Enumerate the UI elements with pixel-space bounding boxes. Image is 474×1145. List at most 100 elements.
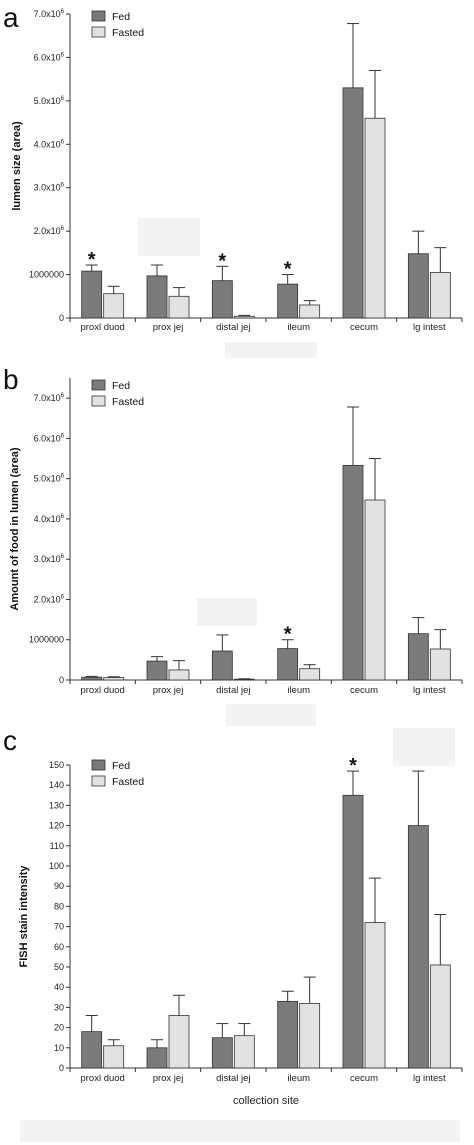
bar-fasted xyxy=(429,648,451,681)
legend-swatch-fasted xyxy=(91,775,106,787)
bar-fasted xyxy=(429,964,451,1069)
legend-label-fasted: Fasted xyxy=(112,776,144,788)
y-tick-label: 6.0x106 xyxy=(34,433,65,443)
bar-fed xyxy=(277,283,299,319)
bar-fed xyxy=(407,825,429,1069)
y-axis-label: FISH stain intensity xyxy=(18,865,30,968)
bar-fasted xyxy=(364,922,386,1069)
background-smudge xyxy=(138,218,200,256)
chart-panel-a: 0 1000000 2.0x106 3.0x106 4.0x106 5.0x106 6.0x… xyxy=(11,9,463,333)
x-tick-label: lg intest xyxy=(413,1073,446,1084)
y-tick-label: 7.0x106 xyxy=(34,9,65,19)
y-tick-label: 30 xyxy=(54,1002,64,1012)
bar-fasted xyxy=(429,271,451,319)
x-tick-label: distal jej xyxy=(216,322,250,333)
y-tick-label: 1000000 xyxy=(29,635,64,645)
y-tick-label: 0 xyxy=(59,675,64,685)
bar-fed xyxy=(211,650,233,681)
y-tick-label: 1000000 xyxy=(29,270,64,280)
bar-fed xyxy=(342,794,364,1069)
y-tick-label: 4.0x106 xyxy=(34,514,65,524)
legend-label-fasted: Fasted xyxy=(112,396,144,408)
x-tick-label: ileum xyxy=(287,1073,310,1084)
significance-star: * xyxy=(218,250,226,272)
y-tick-label: 2.0x106 xyxy=(34,594,65,604)
bar-fasted xyxy=(233,315,255,319)
bar-fed xyxy=(342,87,364,319)
bar-fasted xyxy=(168,1015,190,1069)
panel-letter-b: b xyxy=(3,364,19,395)
y-tick-label: 110 xyxy=(50,841,64,851)
bar-fasted xyxy=(364,117,386,319)
bar-fasted xyxy=(233,678,255,681)
y-tick-label: 6.0x106 xyxy=(34,52,65,62)
bar-fasted xyxy=(299,304,321,319)
legend-swatch-fasted xyxy=(91,26,106,38)
legend-label-fed: Fed xyxy=(112,380,130,392)
bar-fasted xyxy=(103,293,125,319)
bar-fed xyxy=(81,676,103,681)
bar-fed xyxy=(407,253,429,319)
y-tick-label: 3.0x106 xyxy=(34,183,65,193)
background-smudge xyxy=(226,704,316,726)
x-tick-label: lg intest xyxy=(413,685,446,696)
bar-fed xyxy=(81,270,103,319)
x-tick-label: cecum xyxy=(350,322,378,333)
bar-fasted xyxy=(299,1002,321,1069)
y-axis-label: lumen size (area) xyxy=(11,121,23,211)
y-tick-label: 150 xyxy=(49,760,64,770)
y-tick-label: 4.0x106 xyxy=(34,139,65,149)
y-tick-label: 5.0x106 xyxy=(34,96,65,106)
bar-fasted xyxy=(233,1035,255,1069)
y-tick-label: 10 xyxy=(54,1043,64,1053)
bar-fed xyxy=(211,280,233,319)
significance-star: * xyxy=(284,259,292,281)
bar-fed xyxy=(277,1000,299,1069)
background-smudge xyxy=(197,598,257,626)
x-tick-label: distal jej xyxy=(216,1073,250,1084)
bar-fasted xyxy=(168,295,190,319)
x-tick-label: proxl duod xyxy=(80,1073,124,1084)
bar-fed xyxy=(407,633,429,681)
y-tick-label: 3.0x106 xyxy=(34,554,65,564)
x-tick-label: cecum xyxy=(350,685,378,696)
bar-fed xyxy=(277,648,299,681)
x-tick-label: prox jej xyxy=(153,685,184,696)
bar-fasted xyxy=(299,668,321,681)
x-tick-label: proxl duod xyxy=(80,322,124,333)
y-tick-label: 5.0x106 xyxy=(34,474,65,484)
x-tick-label: lg intest xyxy=(413,322,446,333)
background-smudge xyxy=(393,728,455,766)
y-tick-label: 60 xyxy=(54,942,64,952)
panel-letter-a: a xyxy=(3,2,19,33)
y-tick-label: 70 xyxy=(54,922,64,932)
chart-panel-b: 0 1000000 2.0x106 3.0x106 4.0x106 5.0x106 6.0x… xyxy=(9,378,463,696)
chart-panel-c: 0 10 20 30 40 50 60 70 80 90 100 110 120 130 140 150 pro… xyxy=(18,755,463,1107)
y-tick-label: 20 xyxy=(54,1023,64,1033)
y-tick-label: 40 xyxy=(54,982,64,992)
y-tick-label: 0 xyxy=(59,1063,64,1073)
significance-star: * xyxy=(88,249,96,271)
legend-label-fed: Fed xyxy=(112,11,130,23)
y-axis-label: Amount of food in lumen (area) xyxy=(9,447,21,610)
bar-fasted xyxy=(103,677,125,681)
background-smudge xyxy=(225,342,317,358)
bar-fasted xyxy=(168,669,190,681)
bar-fed xyxy=(146,1047,168,1069)
significance-star: * xyxy=(349,755,357,777)
bar-fed xyxy=(81,1031,103,1069)
x-axis-label: collection site xyxy=(233,1095,299,1107)
y-tick-label: 130 xyxy=(49,800,64,810)
bar-fed xyxy=(146,275,168,319)
y-tick-label: 120 xyxy=(49,821,64,831)
bar-fed xyxy=(146,660,168,681)
legend-label-fed: Fed xyxy=(112,760,130,772)
y-tick-label: 140 xyxy=(49,780,64,790)
background-smudge xyxy=(20,1120,460,1142)
legend-swatch-fasted xyxy=(91,395,106,407)
x-tick-label: proxl duod xyxy=(80,685,124,696)
x-tick-label: prox jej xyxy=(153,322,184,333)
x-tick-label: distal jej xyxy=(216,685,250,696)
legend-swatch-fed xyxy=(91,10,106,22)
